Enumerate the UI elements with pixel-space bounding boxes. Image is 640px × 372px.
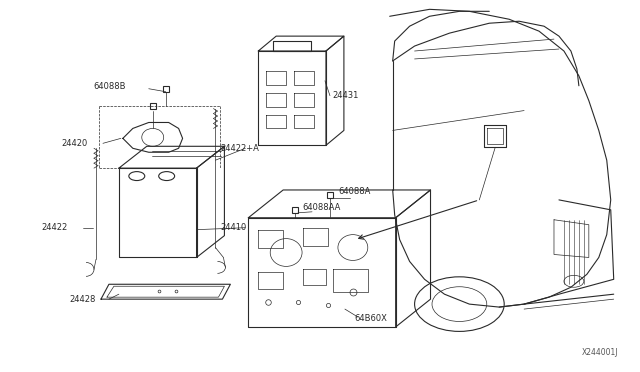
Text: 24428: 24428 [69, 295, 95, 304]
Text: X244001J: X244001J [582, 348, 619, 357]
Text: 24422+A: 24422+A [220, 144, 259, 153]
Text: 64B60X: 64B60X [355, 314, 388, 324]
Text: 24431: 24431 [332, 91, 358, 100]
Text: 64088B: 64088B [93, 82, 125, 91]
Text: 24410: 24410 [220, 223, 246, 232]
Text: 24420: 24420 [61, 139, 88, 148]
Text: 24422: 24422 [41, 223, 67, 232]
Text: 64088AA: 64088AA [302, 203, 340, 212]
Text: 64088A: 64088A [338, 187, 371, 196]
